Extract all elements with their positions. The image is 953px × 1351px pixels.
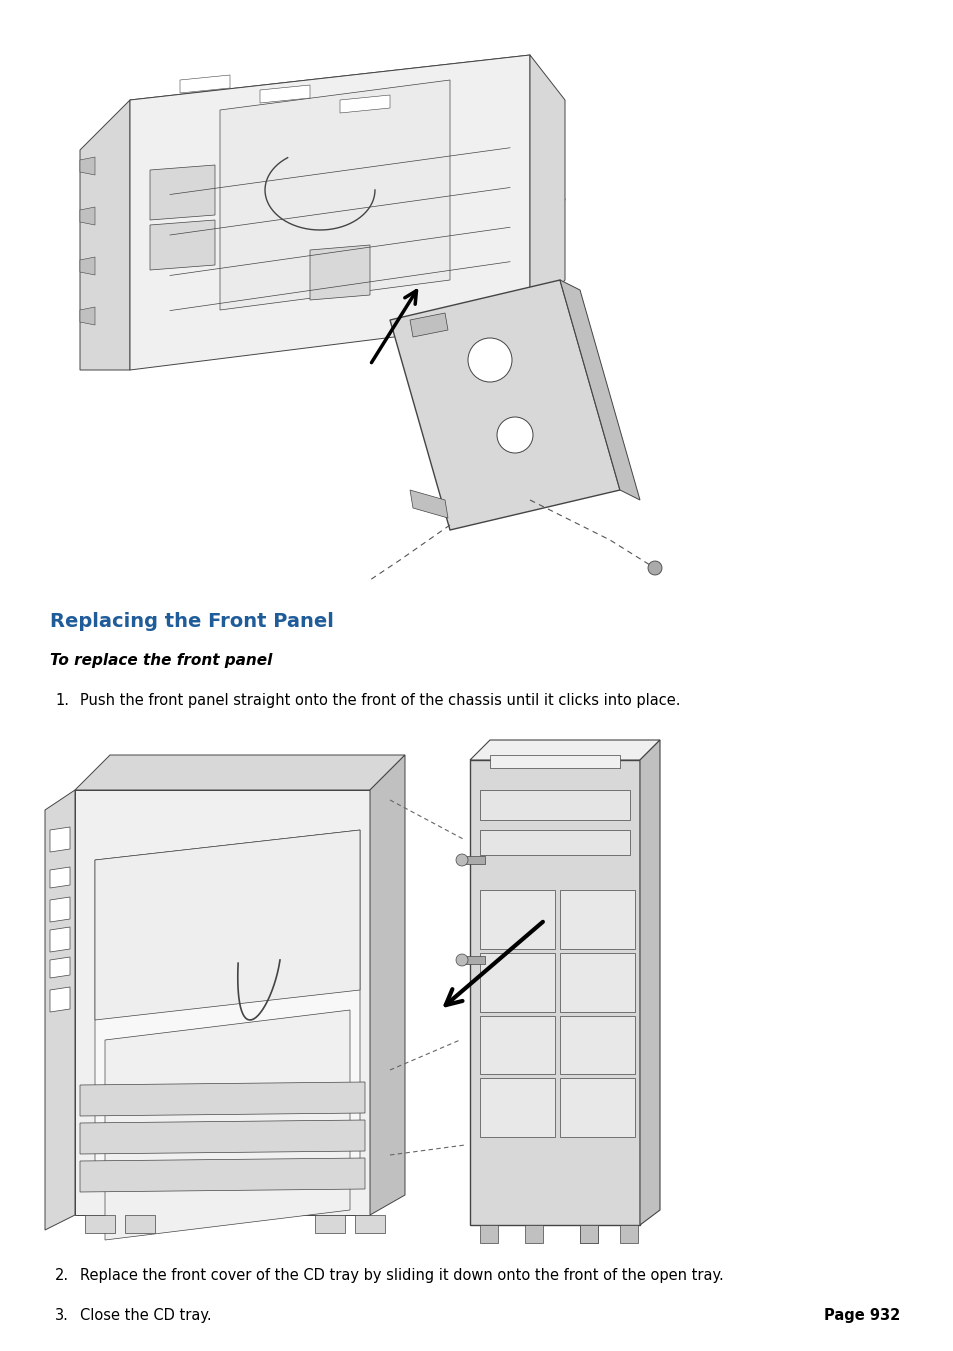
Polygon shape — [470, 740, 659, 761]
Polygon shape — [559, 1078, 635, 1138]
Polygon shape — [479, 890, 555, 948]
Polygon shape — [370, 755, 405, 1215]
Polygon shape — [530, 55, 564, 320]
Text: 1.: 1. — [55, 693, 69, 708]
Polygon shape — [470, 761, 639, 1225]
Polygon shape — [619, 1225, 638, 1243]
Polygon shape — [75, 755, 405, 790]
Circle shape — [647, 561, 661, 576]
Polygon shape — [50, 988, 70, 1012]
Polygon shape — [220, 80, 450, 309]
Text: Page 932: Page 932 — [822, 1308, 899, 1323]
Text: Replace the front cover of the CD tray by sliding it down onto the front of the : Replace the front cover of the CD tray b… — [80, 1269, 723, 1283]
Polygon shape — [130, 55, 530, 370]
Polygon shape — [559, 890, 635, 948]
Polygon shape — [464, 857, 484, 865]
Polygon shape — [479, 952, 555, 1012]
Polygon shape — [390, 280, 619, 530]
Polygon shape — [50, 897, 70, 921]
Circle shape — [456, 854, 468, 866]
Polygon shape — [80, 1082, 365, 1116]
Text: Push the front panel straight onto the front of the chassis until it clicks into: Push the front panel straight onto the f… — [80, 693, 679, 708]
Polygon shape — [50, 867, 70, 888]
Polygon shape — [150, 165, 214, 220]
Circle shape — [497, 417, 533, 453]
Polygon shape — [80, 257, 95, 276]
Polygon shape — [260, 85, 310, 103]
Polygon shape — [490, 755, 619, 767]
Polygon shape — [80, 100, 130, 370]
Polygon shape — [80, 157, 95, 176]
Text: 3.: 3. — [55, 1308, 69, 1323]
Polygon shape — [464, 957, 484, 965]
Polygon shape — [479, 1225, 497, 1243]
Polygon shape — [479, 830, 629, 855]
Polygon shape — [314, 1215, 345, 1233]
Polygon shape — [579, 1225, 598, 1243]
Polygon shape — [310, 245, 370, 300]
Polygon shape — [479, 1016, 555, 1074]
Polygon shape — [410, 490, 448, 517]
Polygon shape — [125, 1215, 154, 1233]
Polygon shape — [410, 313, 448, 336]
Polygon shape — [80, 1120, 365, 1154]
Circle shape — [468, 338, 512, 382]
Polygon shape — [80, 307, 95, 326]
Polygon shape — [50, 827, 70, 852]
Polygon shape — [479, 1078, 555, 1138]
Text: 2.: 2. — [55, 1269, 69, 1283]
Text: To replace the front panel: To replace the front panel — [50, 653, 273, 667]
Polygon shape — [85, 1215, 115, 1233]
Polygon shape — [150, 220, 214, 270]
Polygon shape — [479, 790, 629, 820]
Circle shape — [456, 954, 468, 966]
Polygon shape — [50, 957, 70, 978]
Polygon shape — [180, 76, 230, 93]
Polygon shape — [45, 790, 75, 1229]
Polygon shape — [95, 830, 359, 1185]
Polygon shape — [639, 740, 659, 1225]
Polygon shape — [339, 95, 390, 113]
Polygon shape — [105, 1011, 350, 1240]
Polygon shape — [80, 1158, 365, 1192]
Polygon shape — [80, 207, 95, 226]
Polygon shape — [75, 790, 370, 1215]
Polygon shape — [95, 830, 359, 1020]
Polygon shape — [524, 1225, 542, 1243]
Polygon shape — [559, 1016, 635, 1074]
Polygon shape — [130, 55, 564, 245]
Polygon shape — [50, 927, 70, 952]
Text: Replacing the Front Panel: Replacing the Front Panel — [50, 612, 334, 631]
Text: Close the CD tray.: Close the CD tray. — [80, 1308, 212, 1323]
Polygon shape — [579, 1225, 598, 1243]
Polygon shape — [559, 952, 635, 1012]
Polygon shape — [355, 1215, 385, 1233]
Polygon shape — [559, 280, 639, 500]
